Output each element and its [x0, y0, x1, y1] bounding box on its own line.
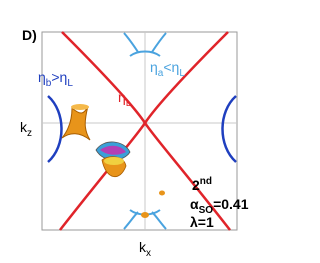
surface-glyph	[71, 104, 89, 110]
script-text: z	[27, 128, 32, 139]
eta-l-label: ηL	[118, 89, 132, 109]
surface-glyph	[61, 105, 91, 141]
surface-glyph	[100, 145, 126, 155]
surface-glyph	[104, 157, 124, 165]
blue-curve-left	[47, 95, 63, 163]
surface-glyph	[159, 190, 165, 196]
lambda-label: λ=1	[190, 214, 214, 230]
eta-b-label: ηb>ηL	[38, 69, 73, 89]
script-text: L	[179, 68, 185, 79]
alpha-label: αSO=0.41	[190, 196, 249, 216]
script-text: L	[67, 78, 73, 89]
label-text: >η	[51, 69, 67, 85]
script-text: L	[126, 98, 132, 109]
label-text: η	[150, 59, 158, 75]
panel-label: D)	[22, 27, 37, 43]
script-text: a	[158, 68, 164, 79]
label-text: =0.41	[213, 196, 249, 212]
lightblue-arc	[151, 32, 167, 53]
red-curve-right	[143, 31, 231, 231]
label-text: 2	[192, 177, 200, 193]
frame	[41, 31, 238, 231]
script-text: SO	[199, 205, 214, 216]
surface-glyph	[141, 212, 149, 218]
label-text: η	[38, 69, 46, 85]
label-text: η	[118, 89, 126, 105]
script-text: b	[46, 78, 52, 89]
label-text: <η	[163, 59, 179, 75]
label-text: k	[20, 119, 28, 135]
lightblue-arc	[129, 50, 161, 57]
order-label: 2nd	[192, 176, 212, 193]
lightblue-arc	[123, 32, 139, 53]
lightblue-arc	[151, 211, 167, 230]
figure-panel: D) ηb>ηL ηa<ηL ηL kz kx 2nd αSO=0.41 λ=1	[20, 27, 249, 259]
script-text: x	[146, 248, 151, 259]
lightblue-arc	[123, 211, 139, 230]
kz-label: kz	[20, 119, 32, 139]
label-text: k	[139, 239, 147, 255]
script-text: nd	[200, 176, 212, 187]
blue-curve-right	[221, 95, 237, 163]
label-text: λ=1	[190, 214, 214, 230]
eta-a-label: ηa<ηL	[150, 59, 185, 79]
kx-label: kx	[139, 239, 151, 259]
label-text: α	[190, 196, 199, 212]
